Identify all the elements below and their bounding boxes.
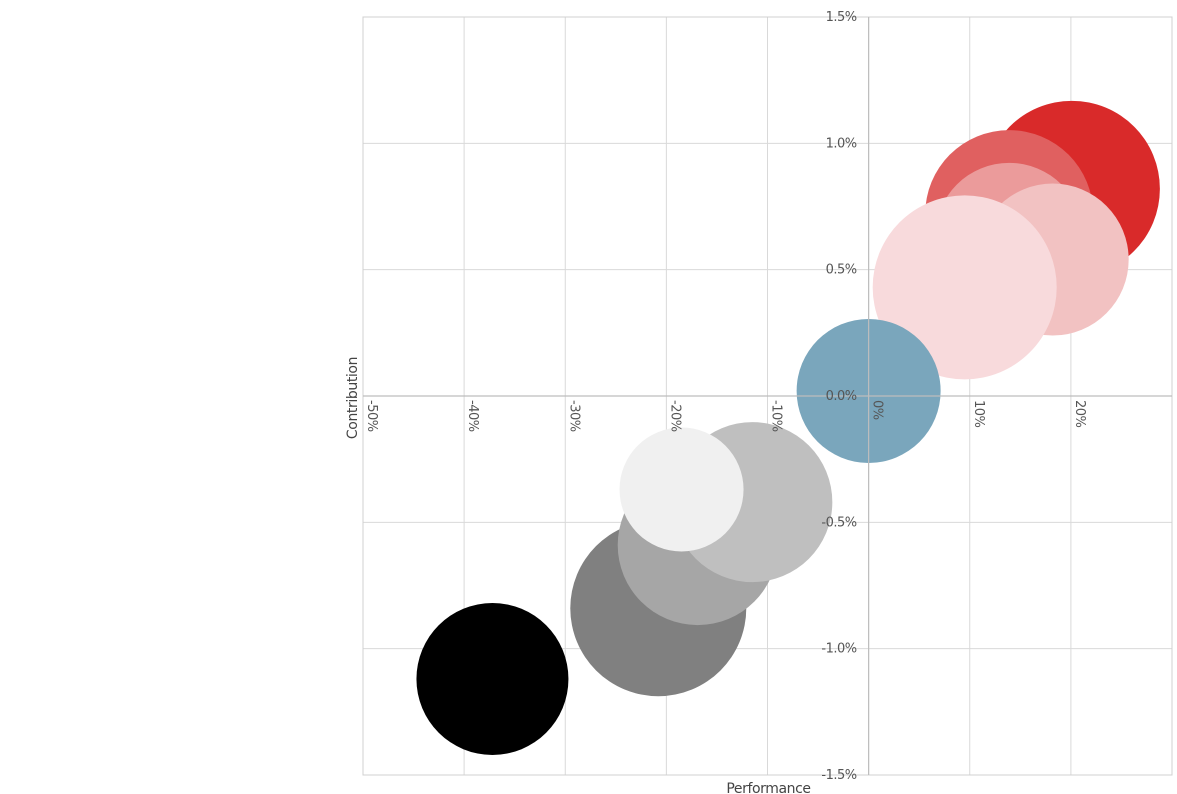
y-tick-label: 0.5% (826, 263, 857, 278)
x-tick-label: -20% (667, 400, 682, 432)
x-tick-label: -10% (769, 400, 784, 432)
y-tick-label: 1.5% (826, 10, 857, 25)
bubble-point (416, 602, 569, 755)
y-tick-label: -0.5% (821, 515, 856, 530)
bubble-point (872, 195, 1057, 380)
y-tick-label: 0.0% (826, 389, 857, 404)
tick-labels: -50% -40% -30% -20% -10% 0% 10% 20% 30% 1.5% 1.0% 0… (364, 10, 1177, 783)
x-tick-label: -50% (364, 400, 379, 432)
x-tick-label: -30% (566, 400, 581, 432)
x-tick-label: 0% (870, 400, 885, 420)
x-tick-label: 20% (1072, 400, 1087, 428)
y-tick-label: 1.0% (826, 136, 857, 151)
x-tick-label: -40% (465, 400, 480, 432)
x-axis-title: Performance (726, 781, 810, 794)
x-tick-label: 10% (971, 400, 986, 428)
y-tick-label: -1.0% (821, 642, 856, 657)
y-tick-label: -1.5% (821, 768, 856, 783)
x-tick-label: 30% (1173, 400, 1177, 428)
y-axis-title: Contribution (345, 357, 361, 439)
bubble-point (619, 427, 744, 552)
